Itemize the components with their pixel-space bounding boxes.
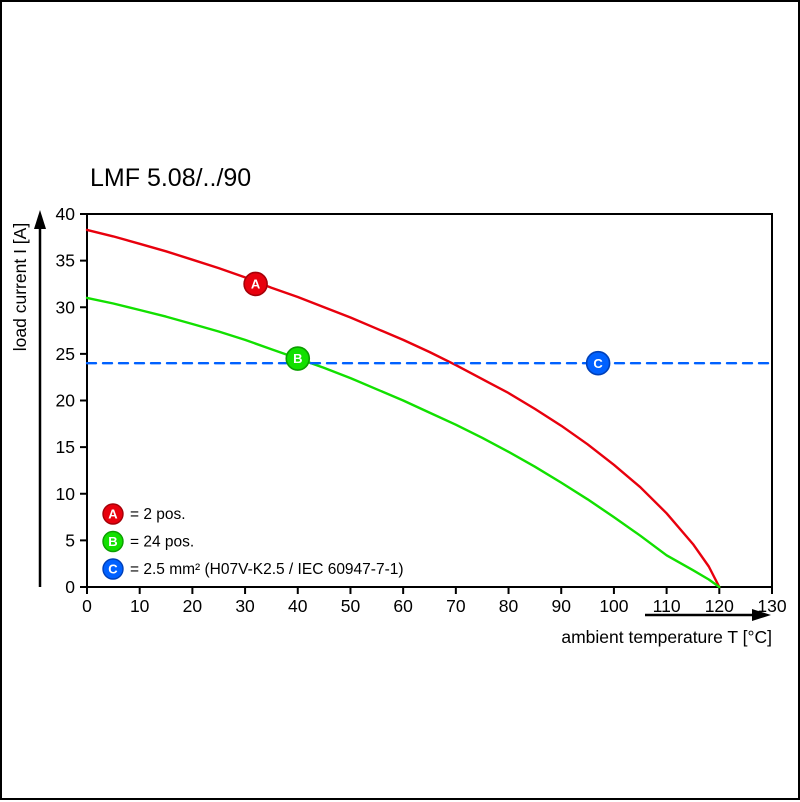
x-tick-label: 10 — [130, 596, 150, 616]
curve-markers: A B C — [243, 271, 611, 376]
chart-title: LMF 5.08/../90 — [90, 164, 251, 192]
x-tick-label: 70 — [446, 596, 466, 616]
x-axis-label: ambient temperature T [°C] — [561, 627, 772, 647]
x-tick-label: 120 — [705, 596, 734, 616]
series-C-marker-icon — [585, 350, 611, 376]
legend-B-label: = 24 pos. — [130, 534, 194, 551]
series-C-marker-letter: C — [593, 356, 603, 371]
series-A-marker-icon — [243, 271, 268, 297]
y-axis-label: load current I [A] — [10, 223, 30, 351]
series-B-curve — [85, 296, 721, 589]
y-axis-arrowhead-icon — [34, 210, 46, 229]
y-tick-label: 15 — [56, 437, 75, 457]
x-tick-label: 60 — [393, 596, 413, 616]
series-B-marker-letter: B — [293, 351, 302, 366]
x-tick-label: 50 — [341, 596, 361, 616]
y-tick-label: 40 — [56, 204, 76, 224]
x-tick-label: 90 — [551, 596, 571, 616]
series-B-marker-icon — [285, 346, 311, 371]
y-axis-arrow — [34, 210, 46, 587]
x-tick-label: 100 — [599, 596, 628, 616]
series-A-curve — [85, 228, 721, 589]
y-tick-label: 35 — [56, 251, 75, 271]
legend-A-marker-icon — [102, 503, 124, 525]
legend-C-letter: C — [108, 561, 118, 576]
curves — [85, 228, 774, 589]
legend-B-marker-icon — [102, 530, 124, 553]
x-tick-label: 110 — [653, 596, 681, 616]
series-A-marker-letter: A — [251, 277, 261, 292]
x-axis-arrow — [645, 609, 771, 621]
axis-ticks: 0 10 20 30 40 50 60 70 80 90 100 110 120 130 0 5 10 15 20 2… — [56, 204, 787, 616]
y-tick-label: 30 — [56, 297, 76, 317]
x-tick-label: 0 — [82, 596, 92, 616]
x-tick-label: 30 — [235, 596, 255, 616]
x-tick-label: 20 — [183, 596, 203, 616]
x-tick-label: 80 — [499, 596, 519, 616]
legend: A = 2 pos. B = 24 pos. C = 2.5 mm² (H07V-K2.5… — [102, 503, 404, 580]
legend-C-marker-icon — [102, 558, 124, 580]
y-tick-label: 10 — [56, 484, 76, 504]
legend-C-label: = 2.5 mm² (H07V-K2.5 / IEC 60947-7-1) — [130, 561, 404, 578]
y-tick-label: 25 — [56, 344, 75, 364]
y-tick-label: 0 — [65, 577, 75, 597]
x-tick-label: 40 — [288, 596, 308, 616]
x-tick-label: 130 — [757, 596, 786, 616]
legend-B-letter: B — [108, 534, 117, 549]
legend-A-label: = 2 pos. — [130, 506, 186, 523]
legend-A-letter: A — [108, 506, 118, 521]
y-tick-label: 20 — [56, 391, 76, 411]
plot-frame — [86, 213, 773, 588]
x-axis-arrowhead-icon — [752, 609, 771, 621]
y-tick-label: 5 — [65, 530, 75, 550]
